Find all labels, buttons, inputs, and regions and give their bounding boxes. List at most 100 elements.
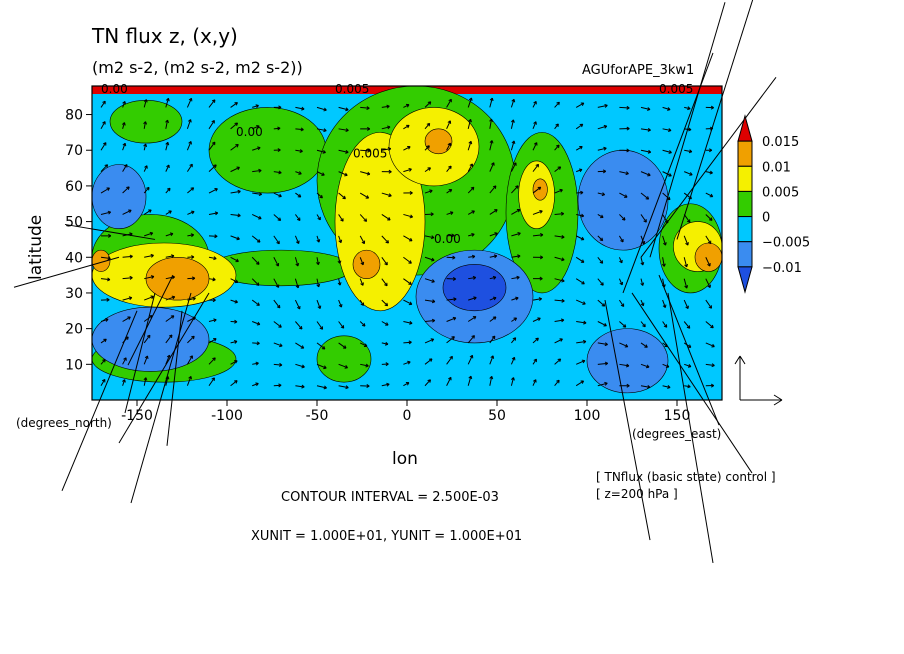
flux-arrow xyxy=(597,382,608,387)
flux-arrow xyxy=(403,168,412,173)
flux-arrow-head xyxy=(494,232,498,236)
flux-arrow-head xyxy=(279,343,283,348)
flux-arrow xyxy=(554,299,565,302)
flux-arrow-head xyxy=(428,358,433,362)
flux-arrow xyxy=(338,128,349,131)
flux-arrow-head xyxy=(213,318,217,323)
flux-arrow-head xyxy=(556,101,560,106)
flux-arrow-head xyxy=(211,99,216,103)
flux-arrow-head xyxy=(472,275,477,280)
contour-interval-text: CONTOUR INTERVAL = 2.500E-03 xyxy=(281,490,499,505)
flux-arrow-head xyxy=(190,187,195,191)
flux-arrow-head xyxy=(103,338,107,343)
flux-arrow-head xyxy=(189,163,193,168)
flux-arrow xyxy=(662,214,669,224)
flux-arrow xyxy=(446,298,457,301)
flux-arrow-head xyxy=(470,186,475,191)
flux-arrow-head xyxy=(409,320,413,325)
flux-arrow xyxy=(273,171,282,174)
flux-arrow-head xyxy=(366,106,370,111)
flux-arrow-head xyxy=(581,359,586,364)
flux-arrow-head xyxy=(408,167,412,172)
flux-arrow-head xyxy=(516,208,521,213)
flux-arrow xyxy=(705,278,711,288)
flux-arrow xyxy=(295,342,305,349)
flux-arrow-head xyxy=(297,194,302,198)
flux-arrow-head xyxy=(360,302,364,306)
flux-arrow-head xyxy=(345,107,349,112)
flux-arrow xyxy=(403,361,411,365)
flux-arrow-head xyxy=(211,120,215,124)
colorbar-bottom-arrow xyxy=(737,266,753,294)
flux-arrow-head xyxy=(278,105,282,110)
flux-arrow xyxy=(100,359,106,365)
flux-arrow xyxy=(467,316,477,322)
flux-arrow xyxy=(532,298,542,301)
flux-arrow xyxy=(467,375,472,386)
region-0-8 xyxy=(316,335,372,383)
flux-arrow xyxy=(619,171,629,175)
flux-arrow xyxy=(554,319,564,322)
flux-arrow xyxy=(100,164,108,172)
flux-arrow xyxy=(338,321,345,329)
flux-arrow-head xyxy=(409,237,413,242)
flux-arrow xyxy=(489,316,497,322)
flux-arrow-head xyxy=(688,149,693,154)
colorbar-label: −0.005 xyxy=(762,236,810,251)
colorbar-segment xyxy=(737,190,753,218)
flux-arrow xyxy=(446,234,455,237)
flux-arrow xyxy=(684,149,692,153)
flux-arrow xyxy=(186,163,193,172)
flux-arrow-head xyxy=(191,335,195,340)
flux-arrow xyxy=(208,164,217,173)
flux-arrow xyxy=(424,123,431,130)
flux-arrow xyxy=(683,299,689,309)
ref-vector-x-head xyxy=(773,394,783,406)
flux-arrow xyxy=(489,97,493,108)
flux-arrow-head xyxy=(559,338,563,342)
flux-arrow-head xyxy=(687,363,692,368)
flux-arrow xyxy=(294,278,299,289)
flux-arrow xyxy=(424,101,432,108)
flux-arrow-head xyxy=(431,257,435,262)
flux-arrow-head xyxy=(167,187,171,192)
flux-arrow-head xyxy=(102,121,106,125)
flux-arrow-head xyxy=(316,283,321,288)
flux-arrow-head xyxy=(557,166,562,170)
flux-arrow-head xyxy=(533,121,537,125)
flux-arrow-head xyxy=(367,148,371,153)
flux-arrow xyxy=(640,342,648,348)
flux-arrow-head xyxy=(556,144,560,149)
flux-arrow-head xyxy=(384,341,389,346)
flux-arrow-head xyxy=(537,317,541,321)
flux-arrow xyxy=(252,147,261,151)
flux-arrow xyxy=(511,297,519,301)
flux-arrow xyxy=(100,187,110,194)
flux-arrow-head xyxy=(580,102,585,106)
flux-arrow-head xyxy=(233,339,238,344)
flux-arrow-head xyxy=(580,380,585,384)
flux-arrow xyxy=(144,276,154,280)
flux-arrow-head xyxy=(363,343,368,348)
colorbar-label: −0.01 xyxy=(762,261,802,276)
flux-arrow xyxy=(554,256,565,261)
flux-arrow-head xyxy=(687,106,691,111)
flux-arrow-head xyxy=(101,378,106,383)
flux-arrow-head xyxy=(361,323,366,327)
flux-arrow xyxy=(273,192,282,197)
flux-arrow-head xyxy=(600,214,604,219)
flux-arrow xyxy=(640,214,647,223)
flux-arrow xyxy=(446,336,455,344)
flux-arrow-head xyxy=(143,99,148,103)
flux-arrow xyxy=(424,256,435,261)
flux-arrow xyxy=(252,321,261,325)
flux-arrow-head xyxy=(561,234,565,239)
flux-arrow-head xyxy=(384,302,389,307)
flux-arrow-head xyxy=(123,357,127,361)
flux-arrow xyxy=(208,319,217,322)
colorbar-segment xyxy=(737,165,753,192)
flux-arrow xyxy=(143,355,148,365)
flux-arrow xyxy=(100,318,109,322)
flux-arrow xyxy=(165,164,170,172)
flux-arrow-head xyxy=(256,341,260,346)
